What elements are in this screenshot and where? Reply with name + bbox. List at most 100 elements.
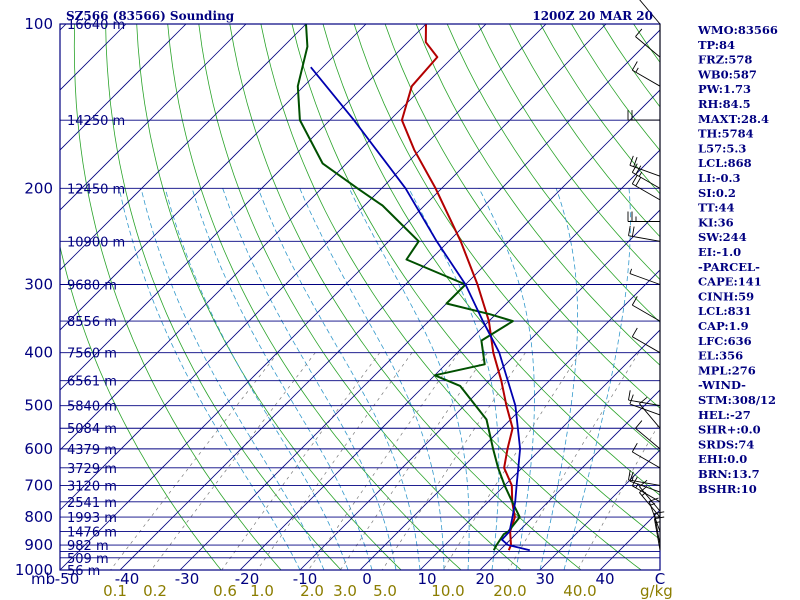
height-label: 56 m	[67, 564, 100, 579]
height-label: 3120 m	[67, 479, 117, 494]
index-entry: -PARCEL-	[698, 260, 760, 274]
pressure-tick-label: 100	[24, 15, 53, 33]
mixing-ratio-line	[151, 352, 316, 570]
wind-barb	[628, 390, 661, 407]
pressure-tick-label: 400	[24, 344, 53, 362]
index-entry: CAPE:141	[698, 275, 762, 289]
mixing-ratio-line	[308, 352, 459, 570]
wind-barb	[631, 296, 661, 322]
dewpoint-curve	[296, 24, 521, 551]
temperature-tick-label: 30	[535, 570, 554, 588]
mixing-ratio-tick-label: 2.0	[300, 582, 324, 600]
isotherm-line	[60, 24, 307, 271]
wind-barb	[629, 155, 661, 177]
height-label: 7560 m	[67, 347, 117, 362]
mixing-ratio-unit-label: g/kg	[640, 582, 673, 600]
temperature-tick-label: 10	[417, 570, 436, 588]
dry-adiabat	[136, 24, 402, 570]
moist-adiabat	[164, 188, 349, 570]
pressure-tick-label: 1000	[15, 561, 53, 579]
dry-adiabat	[758, 24, 800, 570]
index-entry: EHI:0.0	[698, 452, 747, 466]
index-entry: BRN:13.7	[698, 467, 760, 481]
mixing-ratio-tick-label: 10.0	[431, 582, 464, 600]
index-entry: LI:-0.3	[698, 171, 741, 185]
index-entry: TT:44	[698, 201, 735, 215]
index-entry: LCL:831	[698, 304, 752, 318]
index-entry: SRDS:74	[698, 437, 754, 451]
pressure-tick-label: 200	[24, 179, 53, 197]
sounding-time: 1200Z 20 MAR 20	[532, 9, 653, 23]
index-entry: BSHR:10	[698, 482, 757, 496]
wind-barb	[629, 268, 661, 285]
mixing-ratio-tick-label: 40.0	[563, 582, 596, 600]
height-label: 1476 m	[67, 525, 117, 540]
dry-adiabat	[789, 24, 800, 570]
dry-adiabat	[167, 24, 462, 570]
moist-adiabat	[140, 188, 325, 570]
isotherm-line	[419, 329, 660, 570]
height-label: 14250 m	[67, 114, 125, 129]
index-entry: -WIND-	[698, 378, 746, 392]
mixing-ratio-tick-label: 0.2	[143, 582, 167, 600]
temperature-tick-label: -40	[115, 570, 140, 588]
mixing-ratio-tick-label: 1.0	[250, 582, 274, 600]
moist-adiabat	[539, 188, 578, 570]
dry-adiabat	[571, 24, 660, 152]
isotherm-line	[60, 24, 247, 211]
index-entry: STM:308/12	[698, 393, 776, 407]
wind-barb	[628, 470, 661, 486]
isotherm-line	[119, 29, 660, 570]
wind-barb	[627, 211, 660, 222]
temperature-tick-label: C	[655, 570, 665, 588]
index-entry: EI:-1.0	[698, 245, 741, 259]
isotherm-line	[60, 24, 607, 570]
pressure-tick-label: 700	[24, 476, 53, 494]
mixing-ratio-tick-label: 3.0	[333, 582, 357, 600]
temperature-tick-label: 40	[595, 570, 614, 588]
temperature-tick-label: 0	[362, 570, 372, 588]
index-entry: RH:84.5	[698, 97, 751, 111]
moist-adiabat	[348, 188, 470, 570]
mixing-ratio-tick-label: 5.0	[373, 582, 397, 600]
dry-adiabat	[540, 24, 660, 195]
height-label: 3729 m	[67, 462, 117, 477]
temperature-tick-label: -10	[293, 570, 318, 588]
temperature-tick-label: -30	[175, 570, 200, 588]
height-label: 9680 m	[67, 279, 117, 294]
station-title: SZ566 (83566) Sounding	[66, 9, 235, 23]
wind-barb	[635, 420, 661, 450]
index-entry: TH:5784	[698, 127, 754, 141]
mixing-ratio-line	[442, 352, 581, 570]
isotherm-line	[299, 209, 660, 570]
moist-adiabat	[299, 188, 445, 570]
wind-barb	[629, 471, 661, 493]
mixing-ratio-tick-label: 0.1	[103, 582, 127, 600]
isotherm-line	[239, 149, 660, 570]
temperature-tick-label: -50	[55, 570, 80, 588]
pressure-tick-label: 800	[24, 508, 53, 526]
mixing-ratio-tick-label: 0.6	[213, 582, 237, 600]
moist-adiabat	[563, 188, 631, 570]
pressure-tick-label: 500	[24, 397, 53, 415]
isotherm-line	[60, 24, 367, 331]
isotherm-line	[539, 449, 660, 570]
index-entry: TP:84	[698, 38, 735, 52]
height-label: 2541 m	[67, 496, 117, 511]
index-entry: FRZ:578	[698, 53, 752, 67]
moist-adiabat	[222, 188, 397, 570]
index-entry: LFC:636	[698, 334, 752, 348]
index-entry: SW:244	[698, 230, 747, 244]
pressure-tick-label: 600	[24, 440, 53, 458]
wind-barb	[628, 225, 661, 242]
height-label: 509 m	[67, 552, 109, 567]
wind-barb	[631, 61, 661, 87]
index-entry: CINH:59	[698, 289, 754, 303]
mixing-ratio-line	[110, 352, 279, 570]
height-label: 5084 m	[67, 422, 117, 437]
index-entry: WMO:83566	[697, 23, 778, 37]
index-entry: WB0:587	[697, 67, 757, 81]
wind-barb	[631, 163, 661, 189]
